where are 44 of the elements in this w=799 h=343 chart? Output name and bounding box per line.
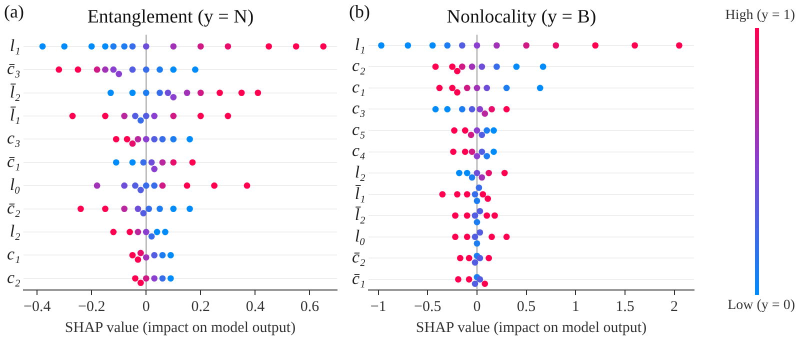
y-tick-label: l̄₁ [10,105,20,124]
y-tick-label: c₂ [6,268,21,287]
y-tick-label: c̄₁ [6,152,20,171]
chart-title: Entanglement (y = N) [87,6,254,28]
y-tick-label: l₁ [10,36,20,55]
x-tick-label: 0 [473,298,481,315]
y-tick-label: c₅ [352,120,366,139]
y-tick-label: c₃ [6,128,21,148]
y-tick-label: c₂ [352,56,366,76]
x-tick-label: 0.6 [300,298,320,315]
x-tick-label: 0 [142,298,150,315]
y-tick-label: l₀ [354,226,366,246]
text: (b) [349,2,370,22]
text: High (y = 1) [725,8,795,24]
y-tick-label: c₃ [352,98,366,118]
text: (a) [4,2,24,22]
x-tick-label: −0.5 [414,298,442,315]
y-tick-label: c₁ [6,244,20,264]
x-axis-title: SHAP value (impact on model output) [64,320,296,336]
chart-title: Nonlocality (y = B) [446,6,596,28]
y-tick-label: l₀ [10,175,21,194]
x-tick-label: 0.5 [516,298,536,315]
y-tick-label: l₂ [354,162,366,182]
y-tick-label: c̄₁ [352,268,366,288]
x-tick-label: −0.2 [78,298,106,315]
y-tick-label: c̄₃ [6,59,21,78]
y-tick-label: l̄₂ [10,82,21,102]
y-tick-label: l₂ [10,221,21,240]
x-tick-label: 0.4 [246,298,266,315]
y-tick-label: c₄ [352,141,366,160]
y-tick-label: l̄₁ [354,184,366,203]
text: Low (y = 0) [728,298,795,314]
x-tick-label: 0.2 [191,298,210,315]
x-tick-label: −1 [370,298,386,315]
x-tick-label: −0.4 [23,298,52,315]
x-tick-label: 1.5 [616,298,634,315]
x-tick-label: 1 [572,298,580,315]
y-tick-label: l̄₂ [354,205,366,224]
y-tick-label: c̄₂ [6,198,21,218]
y-tick-label: c₁ [352,77,366,96]
y-tick-label: l₁ [354,34,366,54]
y-tick-label: c̄₂ [352,248,366,267]
x-axis-title: SHAP value (impact on model output) [416,320,647,336]
x-tick-label: 2 [670,298,678,315]
